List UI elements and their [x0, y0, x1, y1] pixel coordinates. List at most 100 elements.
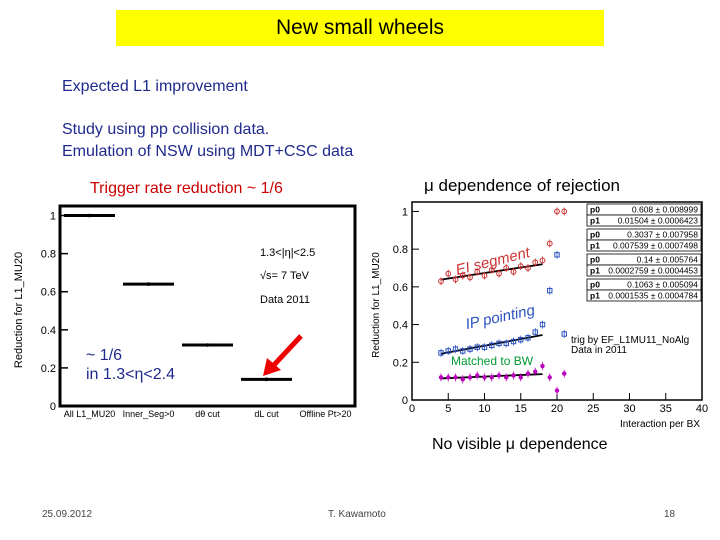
study-line-1: Study using pp collision data.: [62, 121, 270, 138]
fit-table-row: [586, 264, 702, 277]
right-xtick-label: 35: [660, 403, 672, 415]
left-ytick-label: 1: [50, 211, 56, 223]
data-point: [489, 375, 494, 380]
fit-param-value: 0.007539 ± 0.0007498: [613, 241, 698, 251]
data-point: [511, 373, 516, 378]
right-xtick-label: 20: [551, 403, 563, 415]
fit-param-value: 0.0002759 ± 0.0004453: [608, 266, 698, 276]
data-point: [467, 375, 473, 380]
fit-param-value: 0.01504 ± 0.0006423: [618, 216, 699, 226]
title-banner: New small wheels: [116, 10, 604, 46]
fit-table-row: [586, 289, 702, 302]
right-ytick-label: 0: [402, 395, 408, 407]
data-point: [525, 265, 531, 271]
annotation-line-2: in 1.3<η<2.4: [86, 366, 175, 383]
left-xtick-label: Inner_Seg>0: [123, 409, 175, 419]
right-ytick-label: 0.2: [393, 357, 408, 369]
data-point: [446, 375, 451, 380]
data-point: [474, 344, 480, 350]
data-point: [510, 338, 517, 345]
data-point: [481, 344, 488, 350]
mu-dependence-chart: 00.20.40.60.810 5 10 15 20 25 30 35 40 p0 0.608 ±…: [371, 201, 708, 430]
legend-sqrts: √s= 7 TeV: [260, 270, 310, 282]
left-ytick-label: 0.6: [41, 287, 56, 299]
data-point: [547, 287, 553, 294]
data-point: [496, 373, 502, 378]
right-ytick-label: 0.4: [393, 320, 408, 332]
data-point: [517, 263, 524, 270]
data-point: [452, 346, 459, 352]
fit-parameter-table: p0 0.608 ± 0.008999 p1 0.01504 ± 0.0006423 p…: [586, 203, 702, 302]
trigger-note: trig by EF_L1MU11_NoAlg: [571, 335, 689, 346]
fit-param-value: 0.0001535 ± 0.0004784: [608, 291, 698, 301]
fit-param-value: 0.1063 ± 0.005094: [627, 280, 698, 290]
fit-param-name: p1: [590, 291, 600, 301]
data-point: [533, 369, 538, 374]
fit-param-name: p0: [590, 280, 600, 290]
data-point: [504, 375, 509, 380]
step-point: [87, 213, 92, 218]
data-point: [445, 270, 452, 277]
right-xtick-label: 15: [515, 403, 527, 415]
no-mu-dependence: No visible μ dependence: [432, 436, 608, 453]
data-point: [481, 272, 488, 279]
fit-param-value: 0.14 ± 0.005764: [637, 255, 699, 265]
left-plot-frame: [58, 204, 357, 408]
data-point: [554, 208, 560, 215]
data-point: [562, 371, 567, 376]
slide-title: New small wheels: [275, 16, 445, 39]
study-line-2: Emulation of NSW using MDT+CSC data: [62, 143, 354, 160]
fit-param-value: 0.608 ± 0.008999: [632, 205, 698, 215]
series-label-ip: IP pointing: [464, 302, 537, 333]
data-point: [525, 371, 531, 376]
fit-param-name: p0: [590, 255, 600, 265]
footer-author: T. Kawamoto: [328, 509, 386, 520]
data-point: [467, 274, 473, 281]
fit-param-name: p1: [590, 266, 600, 276]
data-point: [488, 266, 495, 273]
step-point: [146, 282, 151, 286]
step-point: [205, 343, 210, 347]
data-point: [475, 373, 480, 378]
data-point: [489, 342, 495, 349]
data-point: [561, 331, 567, 337]
right-ytick-label: 0.6: [393, 282, 408, 294]
legend-eta: 1.3<|η|<2.5: [260, 247, 315, 259]
data-point: [438, 375, 444, 380]
right-xtick-label: 40: [696, 403, 708, 415]
reduction-step-chart: 0 0.2 0.4 0.6 0.8 1 All L1_MU20 Inner_Seg>0 dθ c…: [13, 204, 357, 419]
data-point: [518, 375, 523, 380]
right-xtick-label: 30: [623, 403, 635, 415]
fit-param-name: p0: [590, 230, 600, 240]
series-label-ei: EI segment: [454, 244, 533, 279]
legend-data: Data 2011: [260, 294, 310, 306]
fit-table-row: [586, 214, 702, 227]
data-point: [438, 278, 444, 285]
left-ylabel: Reduction for L1_MU20: [13, 252, 25, 368]
left-xtick-label: All L1_MU20: [64, 409, 116, 419]
right-chart-axes: 00.20.40.60.810 5 10 15 20 25 30 35 40: [393, 201, 708, 415]
data-point: [554, 252, 560, 258]
data-point: [539, 257, 546, 264]
fit-table-row: [586, 239, 702, 252]
right-chart-marks: [438, 207, 568, 395]
data-point: [503, 265, 510, 271]
left-ytick-label: 0.4: [41, 325, 56, 337]
data-point: [496, 270, 502, 277]
series-label-bw: Matched to BW: [451, 354, 534, 368]
footer-date: 25.09.2012: [42, 509, 93, 520]
data-point: [561, 208, 568, 215]
step-point: [264, 377, 269, 382]
data-point: [459, 272, 466, 279]
right-ytick-label: 0.8: [393, 244, 408, 256]
subtitle: Expected L1 improvement: [62, 78, 248, 95]
fit-param-name: p1: [590, 216, 600, 226]
data-point: [460, 348, 466, 354]
data-point: [546, 240, 553, 247]
red-arrow-icon: [263, 334, 303, 376]
data-point: [445, 348, 451, 354]
data-note: Data in 2011: [571, 345, 627, 356]
data-point: [482, 375, 487, 380]
left-xtick-label: dL cut: [254, 409, 279, 419]
left-chart-axes: 0 0.2 0.4 0.6 0.8 1 All L1_MU20 Inner_Seg>0 dθ c…: [41, 204, 357, 419]
